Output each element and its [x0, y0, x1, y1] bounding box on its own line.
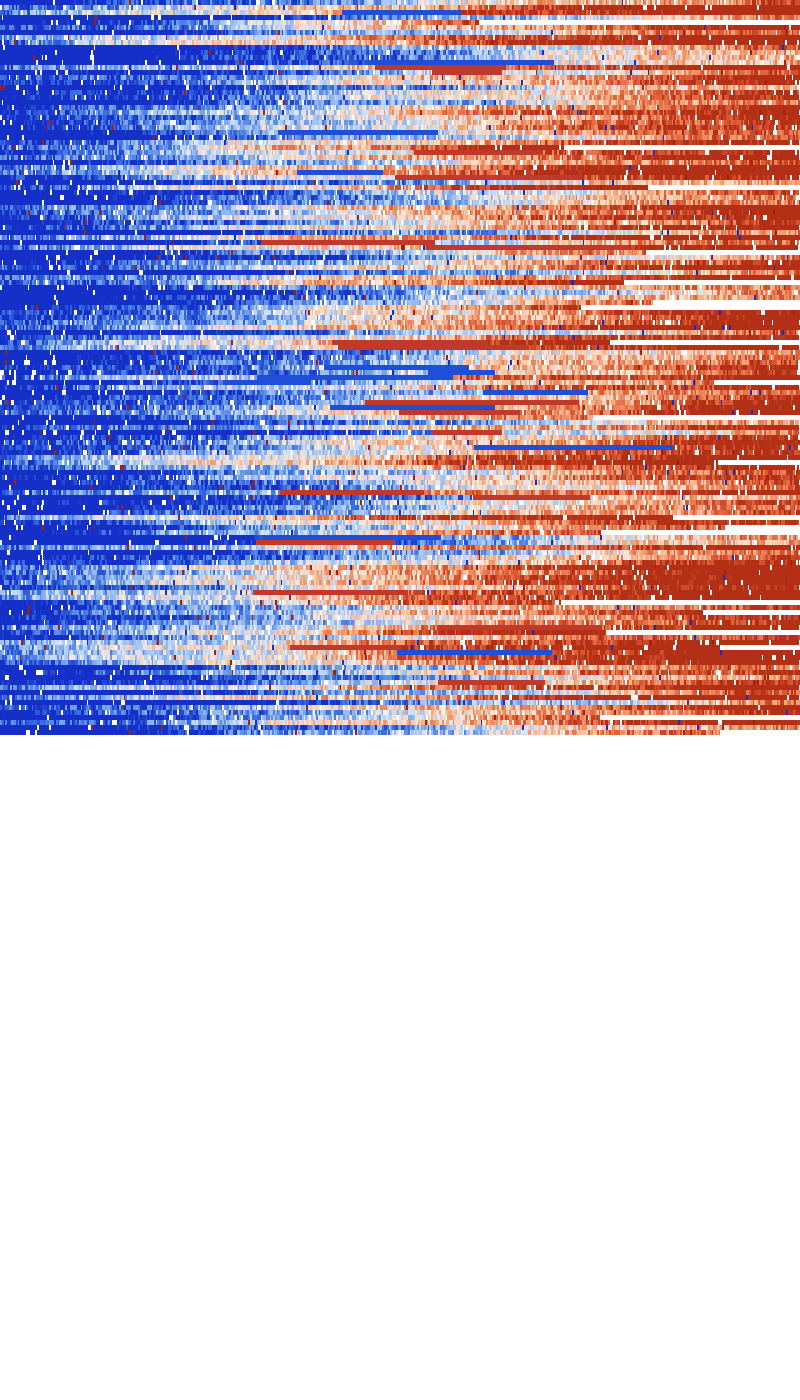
dense-matrix-chart [0, 0, 800, 1400]
